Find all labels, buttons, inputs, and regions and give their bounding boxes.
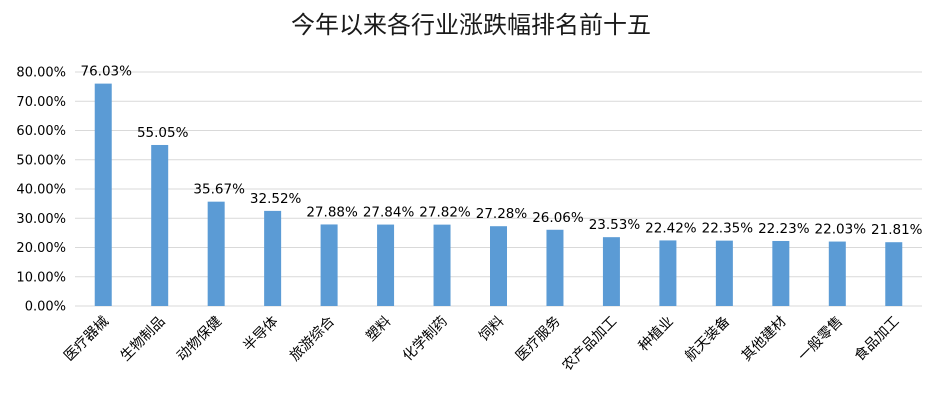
bar: [207, 201, 225, 306]
y-tick-label: 50.00%: [16, 153, 66, 168]
data-label: 35.67%: [193, 182, 245, 198]
category-label: 化学制药: [400, 314, 451, 365]
bar: [94, 83, 112, 307]
y-tick-label: 0.00%: [25, 300, 66, 315]
chart-title: 今年以来各行业涨跌幅排名前十五: [291, 11, 651, 39]
category-label: 其他建材: [739, 314, 790, 365]
category-label: 生物制品: [118, 314, 169, 365]
category-label: 塑料: [363, 314, 394, 345]
category-label: 动物保健: [174, 314, 225, 365]
bar: [828, 241, 846, 306]
y-tick-label: 60.00%: [16, 124, 66, 139]
category-label: 一般零售: [795, 314, 846, 365]
data-label: 27.88%: [306, 204, 358, 220]
category-label: 食品加工: [851, 313, 903, 365]
bar: [377, 224, 395, 306]
data-label: 32.52%: [250, 191, 302, 207]
data-label: 55.05%: [137, 125, 189, 141]
data-label: 27.84%: [363, 205, 415, 221]
data-label: 26.06%: [532, 210, 584, 226]
category-label: 医疗服务: [513, 314, 564, 365]
bar: [320, 224, 338, 306]
category-label: 饲料: [476, 314, 507, 345]
y-tick-label: 10.00%: [16, 270, 66, 285]
data-label: 22.03%: [815, 222, 867, 238]
bar: [602, 237, 620, 306]
y-axis-ticks: 0.00% 10.00% 20.00% 30.00% 40.00% 50.00% 60.00…: [16, 66, 66, 315]
bar: [659, 240, 677, 306]
data-label: 76.03%: [80, 64, 132, 80]
category-label: 种植业: [636, 314, 677, 355]
y-tick-label: 70.00%: [16, 95, 66, 110]
bars: [94, 83, 903, 307]
x-axis-categories: 医疗器械 生物制品 动物保健 半导体 旅游综合 塑料 化学制药 饲料 医疗服务农产品加工 种植业航…: [61, 313, 902, 375]
data-label: 22.42%: [645, 220, 697, 236]
category-label: 农产品加工: [559, 314, 620, 375]
bar: [715, 240, 733, 306]
data-label: 23.53%: [589, 217, 641, 233]
data-label: 22.23%: [758, 221, 810, 237]
data-label: 27.82%: [419, 205, 471, 221]
data-label: 27.28%: [476, 206, 528, 222]
bar: [546, 229, 564, 306]
category-label: 半导体: [240, 314, 281, 355]
bar: [490, 226, 507, 306]
bar: [433, 224, 451, 306]
bar: [772, 240, 790, 306]
data-label: 21.81%: [871, 222, 923, 238]
bar: [885, 242, 903, 306]
bar: [151, 144, 169, 306]
y-tick-label: 40.00%: [16, 183, 66, 198]
data-labels: 76.03% 55.05% 35.67% 32.52%27.88% 27.84% 27.8…: [80, 64, 922, 239]
category-label: 医疗器械: [61, 314, 112, 365]
category-label: 航天装备: [682, 313, 734, 365]
bar: [264, 210, 282, 306]
y-tick-label: 20.00%: [16, 241, 66, 256]
category-label: 旅游综合: [287, 314, 338, 365]
y-tick-label: 30.00%: [16, 212, 66, 227]
data-label: 22.35%: [702, 221, 754, 237]
y-tick-label: 80.00%: [16, 66, 66, 81]
